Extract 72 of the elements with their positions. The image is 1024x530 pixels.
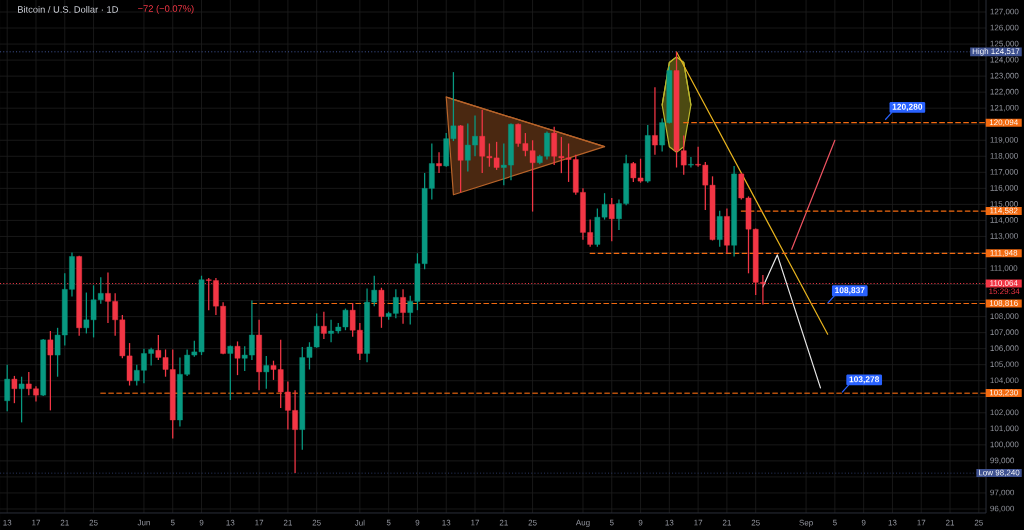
- y-tick-label: 127,000: [990, 8, 1019, 16]
- text: 15:29:34: [989, 288, 1020, 295]
- y-tick-label: 106,000: [990, 345, 1019, 352]
- x-tick-label: 21: [60, 519, 69, 526]
- x-tick-label: 25: [528, 519, 537, 526]
- x-tick-label: 17: [32, 519, 41, 526]
- x-tick-label: 21: [722, 519, 731, 526]
- y-tick-label: 107,000: [990, 329, 1019, 336]
- y-tick-label: 121,000: [990, 104, 1019, 112]
- y-tick-label: 126,000: [990, 24, 1019, 32]
- y-tick-label: 125,000: [990, 40, 1019, 48]
- x-tick-label: 9: [638, 519, 643, 526]
- x-tick-label: 5: [832, 519, 837, 526]
- y-tick-label: 111,000: [990, 265, 1018, 272]
- series-label: 120,094: [989, 119, 1018, 127]
- x-tick-label: 17: [255, 519, 264, 526]
- x-tick-label: 25: [751, 519, 760, 526]
- y-tick-label: 116,000: [990, 185, 1018, 192]
- x-tick-label: 17: [694, 519, 703, 526]
- series-label: 103,230: [989, 389, 1018, 397]
- y-tick-label: 100,000: [990, 441, 1019, 449]
- y-tick-label: 115,000: [990, 201, 1018, 208]
- y-tick-label: 123,000: [990, 72, 1019, 80]
- annotation: 108,837: [835, 287, 865, 295]
- annotation: 103,278: [849, 376, 880, 384]
- y-tick-label: 113,000: [990, 233, 1018, 240]
- y-tick-label: 101,000: [990, 425, 1019, 433]
- y-tick-label: 119,000: [990, 136, 1018, 144]
- annotation: −72 (−0.07%): [138, 4, 194, 14]
- series-label: 111,948: [990, 250, 1018, 257]
- y-tick-label: 117,000: [990, 169, 1018, 176]
- y-tick-label: 102,000: [990, 409, 1019, 417]
- x-tick-label: 9: [415, 519, 420, 526]
- x-tick-label: 17: [471, 519, 480, 526]
- x-tick-label: 9: [199, 519, 204, 526]
- y-tick-label: 122,000: [990, 88, 1019, 96]
- x-tick-label: 13: [665, 519, 674, 526]
- x-tick-label: 5: [386, 519, 391, 526]
- x-tick-label: Sep: [799, 519, 813, 528]
- y-tick-label: 97,000: [990, 489, 1015, 497]
- y-tick-label: 114,000: [990, 217, 1018, 224]
- y-tick-label: 99,000: [990, 457, 1015, 465]
- text: Bitcoin / U.S. Dollar · 1D: [18, 5, 118, 13]
- x-tick-label: 21: [499, 519, 508, 526]
- x-tick-label: 9: [861, 519, 866, 526]
- series-label: 108,816: [989, 300, 1018, 307]
- x-tick-label: 21: [945, 519, 955, 526]
- x-tick-label: 13: [888, 519, 897, 526]
- x-tick-label: 25: [312, 519, 321, 526]
- x-tick-label: Jun: [137, 519, 150, 526]
- x-tick-label: 13: [226, 519, 235, 526]
- series-label: 114,582: [990, 207, 1018, 215]
- x-tick-label: 17: [917, 519, 926, 526]
- x-tick-label: 25: [974, 519, 983, 526]
- y-tick-label: 124,000: [990, 56, 1019, 64]
- y-tick-label: 104,000: [990, 377, 1019, 385]
- ref-line-label: 110,064: [990, 280, 1018, 287]
- annotation: 120,280: [892, 103, 923, 111]
- y-tick-label: 118,000: [990, 152, 1018, 160]
- x-tick-label: 5: [609, 519, 614, 526]
- y-tick-label: 105,000: [990, 361, 1019, 368]
- ref-line-label: Low 98,240: [979, 469, 1020, 477]
- x-tick-label: 21: [283, 519, 292, 526]
- x-tick-label: Jul: [354, 519, 365, 526]
- y-tick-label: 108,000: [990, 313, 1019, 320]
- x-tick-label: 13: [442, 519, 451, 526]
- y-tick-label: 96,000: [990, 505, 1015, 513]
- x-tick-label: 25: [89, 519, 98, 526]
- x-tick-label: 13: [3, 519, 12, 526]
- x-tick-label: 5: [170, 519, 175, 526]
- ref-line-label: High 124,517: [972, 48, 1020, 56]
- x-tick-label: Aug: [575, 519, 590, 527]
